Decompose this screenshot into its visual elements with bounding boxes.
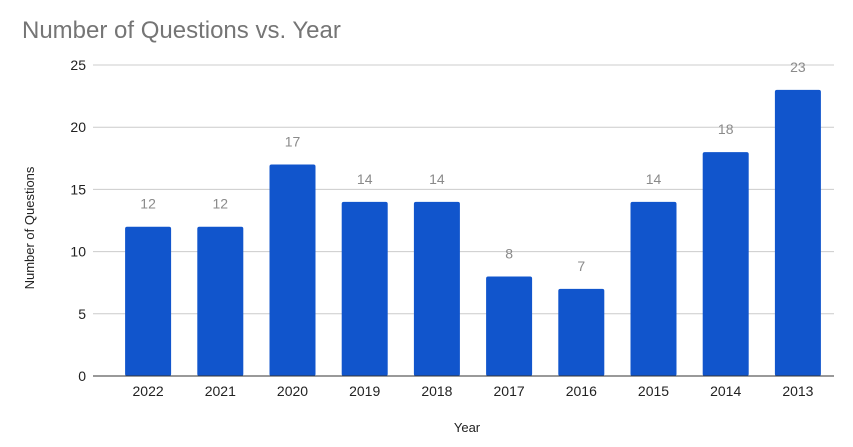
x-tick-label: 2013 [782,383,813,399]
data-label: 14 [429,171,445,187]
x-tick-label: 2022 [133,383,164,399]
bar-2017 [486,276,533,376]
x-axis-ticks: 2022 2021 2020 2019 2018 2017 2016 2015 2014 2013 [133,383,814,399]
x-tick-label: 2020 [277,383,308,399]
x-tick-label: 2014 [710,383,741,399]
data-label: 23 [790,59,806,75]
y-tick-label: 10 [70,244,86,260]
bar-2019 [341,201,388,376]
data-label: 18 [718,121,734,137]
y-tick-label: 5 [78,306,86,322]
bar-2015 [630,201,677,376]
bar-2014 [702,152,749,376]
x-tick-label: 2019 [349,383,380,399]
data-label: 12 [213,196,229,212]
data-label: 14 [357,171,373,187]
y-axis-title: Number of Questions [22,166,37,289]
data-label: 17 [285,134,301,150]
x-tick-label: 2021 [205,383,236,399]
chart-title: Number of Questions vs. Year [22,17,341,44]
bar-2020 [269,164,316,376]
data-label: 7 [577,258,585,274]
data-label: 8 [505,245,513,261]
x-tick-label: 2018 [421,383,452,399]
bar-2016 [558,288,605,376]
y-tick-label: 20 [70,119,86,135]
y-tick-label: 15 [70,181,86,197]
bar-2018 [413,201,460,376]
data-labels: 12 12 17 14 14 8 7 14 18 23 [140,59,806,274]
y-axis-ticks: 0 5 10 15 20 25 [70,57,86,384]
x-tick-label: 2016 [566,383,597,399]
x-axis-title: Year [454,420,481,435]
y-tick-label: 25 [70,57,86,73]
y-tick-label: 0 [78,368,86,384]
data-label: 12 [140,196,156,212]
x-tick-label: 2017 [494,383,525,399]
bar-2021 [197,226,244,376]
x-tick-label: 2015 [638,383,669,399]
bars [125,89,821,376]
data-label: 14 [646,171,662,187]
bar-2013 [774,89,821,376]
bar-2022 [125,226,172,376]
